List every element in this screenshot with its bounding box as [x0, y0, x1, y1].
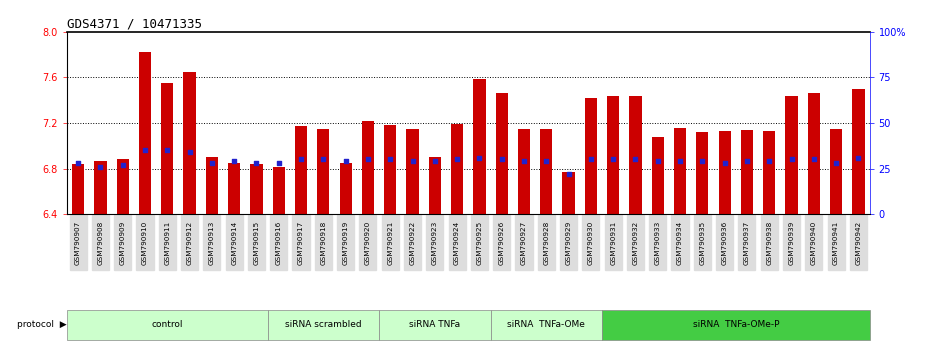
Point	[561, 171, 576, 177]
Point	[695, 159, 710, 164]
Point	[339, 159, 353, 164]
Point	[829, 160, 844, 166]
Point	[516, 159, 531, 164]
Bar	[807, 93, 820, 214]
Bar	[94, 161, 107, 214]
Bar	[540, 129, 552, 214]
Bar	[630, 96, 642, 214]
Bar	[406, 129, 419, 214]
Point	[383, 156, 398, 162]
Bar	[67, 310, 268, 340]
Bar	[451, 124, 463, 214]
Bar	[496, 93, 508, 214]
Bar	[183, 72, 195, 214]
Point	[93, 164, 108, 170]
Bar	[295, 126, 307, 214]
Point	[672, 159, 687, 164]
Bar	[697, 132, 709, 214]
Bar	[228, 163, 240, 214]
Point	[605, 156, 620, 162]
Point	[717, 160, 732, 166]
Bar	[585, 98, 597, 214]
Bar	[764, 131, 776, 214]
Bar	[607, 96, 619, 214]
Point	[160, 148, 175, 153]
Bar	[518, 129, 530, 214]
Text: GDS4371 / 10471335: GDS4371 / 10471335	[67, 18, 202, 31]
Bar	[652, 137, 664, 214]
Point	[138, 148, 153, 153]
Bar	[719, 131, 731, 214]
Bar	[741, 130, 753, 214]
Bar	[830, 129, 843, 214]
Bar	[429, 157, 441, 214]
Text: siRNA  TNFa-OMe-P: siRNA TNFa-OMe-P	[693, 320, 779, 329]
Bar	[602, 310, 870, 340]
Bar	[72, 164, 85, 214]
Point	[762, 159, 777, 164]
Point	[472, 155, 486, 160]
Point	[494, 156, 509, 162]
Point	[538, 159, 553, 164]
Bar	[317, 129, 329, 214]
Bar	[272, 167, 285, 214]
Point	[249, 160, 264, 166]
Text: protocol  ▶: protocol ▶	[18, 320, 67, 329]
Bar	[268, 310, 379, 340]
Point	[583, 156, 598, 162]
Text: siRNA TNFa: siRNA TNFa	[409, 320, 460, 329]
Bar	[490, 310, 602, 340]
Point	[115, 162, 130, 168]
Point	[316, 156, 331, 162]
Bar	[206, 157, 218, 214]
Bar	[161, 83, 173, 214]
Bar	[116, 159, 129, 214]
Bar	[852, 89, 865, 214]
Bar	[339, 163, 352, 214]
Point	[205, 160, 219, 166]
Bar	[384, 125, 396, 214]
Point	[428, 159, 443, 164]
Point	[739, 159, 754, 164]
Point	[628, 156, 643, 162]
Text: siRNA  TNFa-OMe: siRNA TNFa-OMe	[508, 320, 585, 329]
Point	[851, 155, 866, 160]
Point	[272, 160, 286, 166]
Bar	[379, 310, 490, 340]
Point	[784, 156, 799, 162]
Text: siRNA scrambled: siRNA scrambled	[285, 320, 362, 329]
Text: control: control	[152, 320, 183, 329]
Point	[294, 156, 309, 162]
Point	[71, 160, 86, 166]
Point	[450, 156, 465, 162]
Point	[227, 159, 242, 164]
Point	[806, 156, 821, 162]
Bar	[563, 172, 575, 214]
Bar	[473, 79, 485, 214]
Bar	[139, 52, 151, 214]
Bar	[362, 121, 374, 214]
Bar	[786, 96, 798, 214]
Bar	[674, 127, 686, 214]
Point	[361, 156, 376, 162]
Point	[405, 159, 420, 164]
Bar	[250, 164, 262, 214]
Point	[182, 149, 197, 155]
Point	[650, 159, 665, 164]
